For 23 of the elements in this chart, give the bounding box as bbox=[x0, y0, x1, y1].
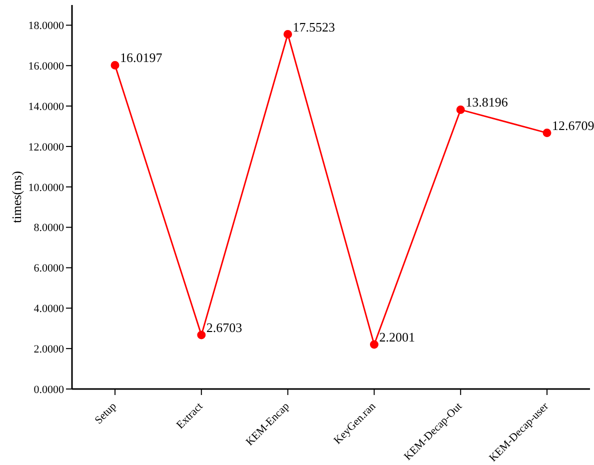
data-label: 16.0197 bbox=[120, 50, 163, 66]
y-tick-label: 14.0000 bbox=[28, 100, 64, 113]
point bbox=[110, 60, 120, 70]
data-label: 13.8196 bbox=[466, 94, 508, 110]
y-axis-title: times(ms) bbox=[8, 171, 24, 223]
data-label: 2.6703 bbox=[206, 320, 242, 336]
y-tick-label: 8.0000 bbox=[34, 222, 64, 234]
point bbox=[542, 128, 552, 138]
data-label: 17.5523 bbox=[292, 19, 336, 34]
data-label: 2.2001 bbox=[379, 330, 415, 345]
data-label: 12.6709 bbox=[552, 118, 594, 133]
point bbox=[456, 105, 465, 114]
y-tick-label: 12.0000 bbox=[28, 141, 64, 154]
point bbox=[370, 340, 378, 349]
y-tick-label: 0.0000 bbox=[34, 384, 64, 396]
y-tick-label: 4.0000 bbox=[34, 303, 64, 316]
y-tick-label: 18.0000 bbox=[28, 20, 64, 32]
y-tick-label: 2.0000 bbox=[34, 343, 64, 356]
point bbox=[197, 330, 206, 340]
point bbox=[284, 30, 292, 39]
y-tick-label: 10.0000 bbox=[28, 182, 64, 194]
y-tick-label: 6.0000 bbox=[34, 262, 64, 275]
y-tick-label: 16.0000 bbox=[28, 60, 64, 73]
